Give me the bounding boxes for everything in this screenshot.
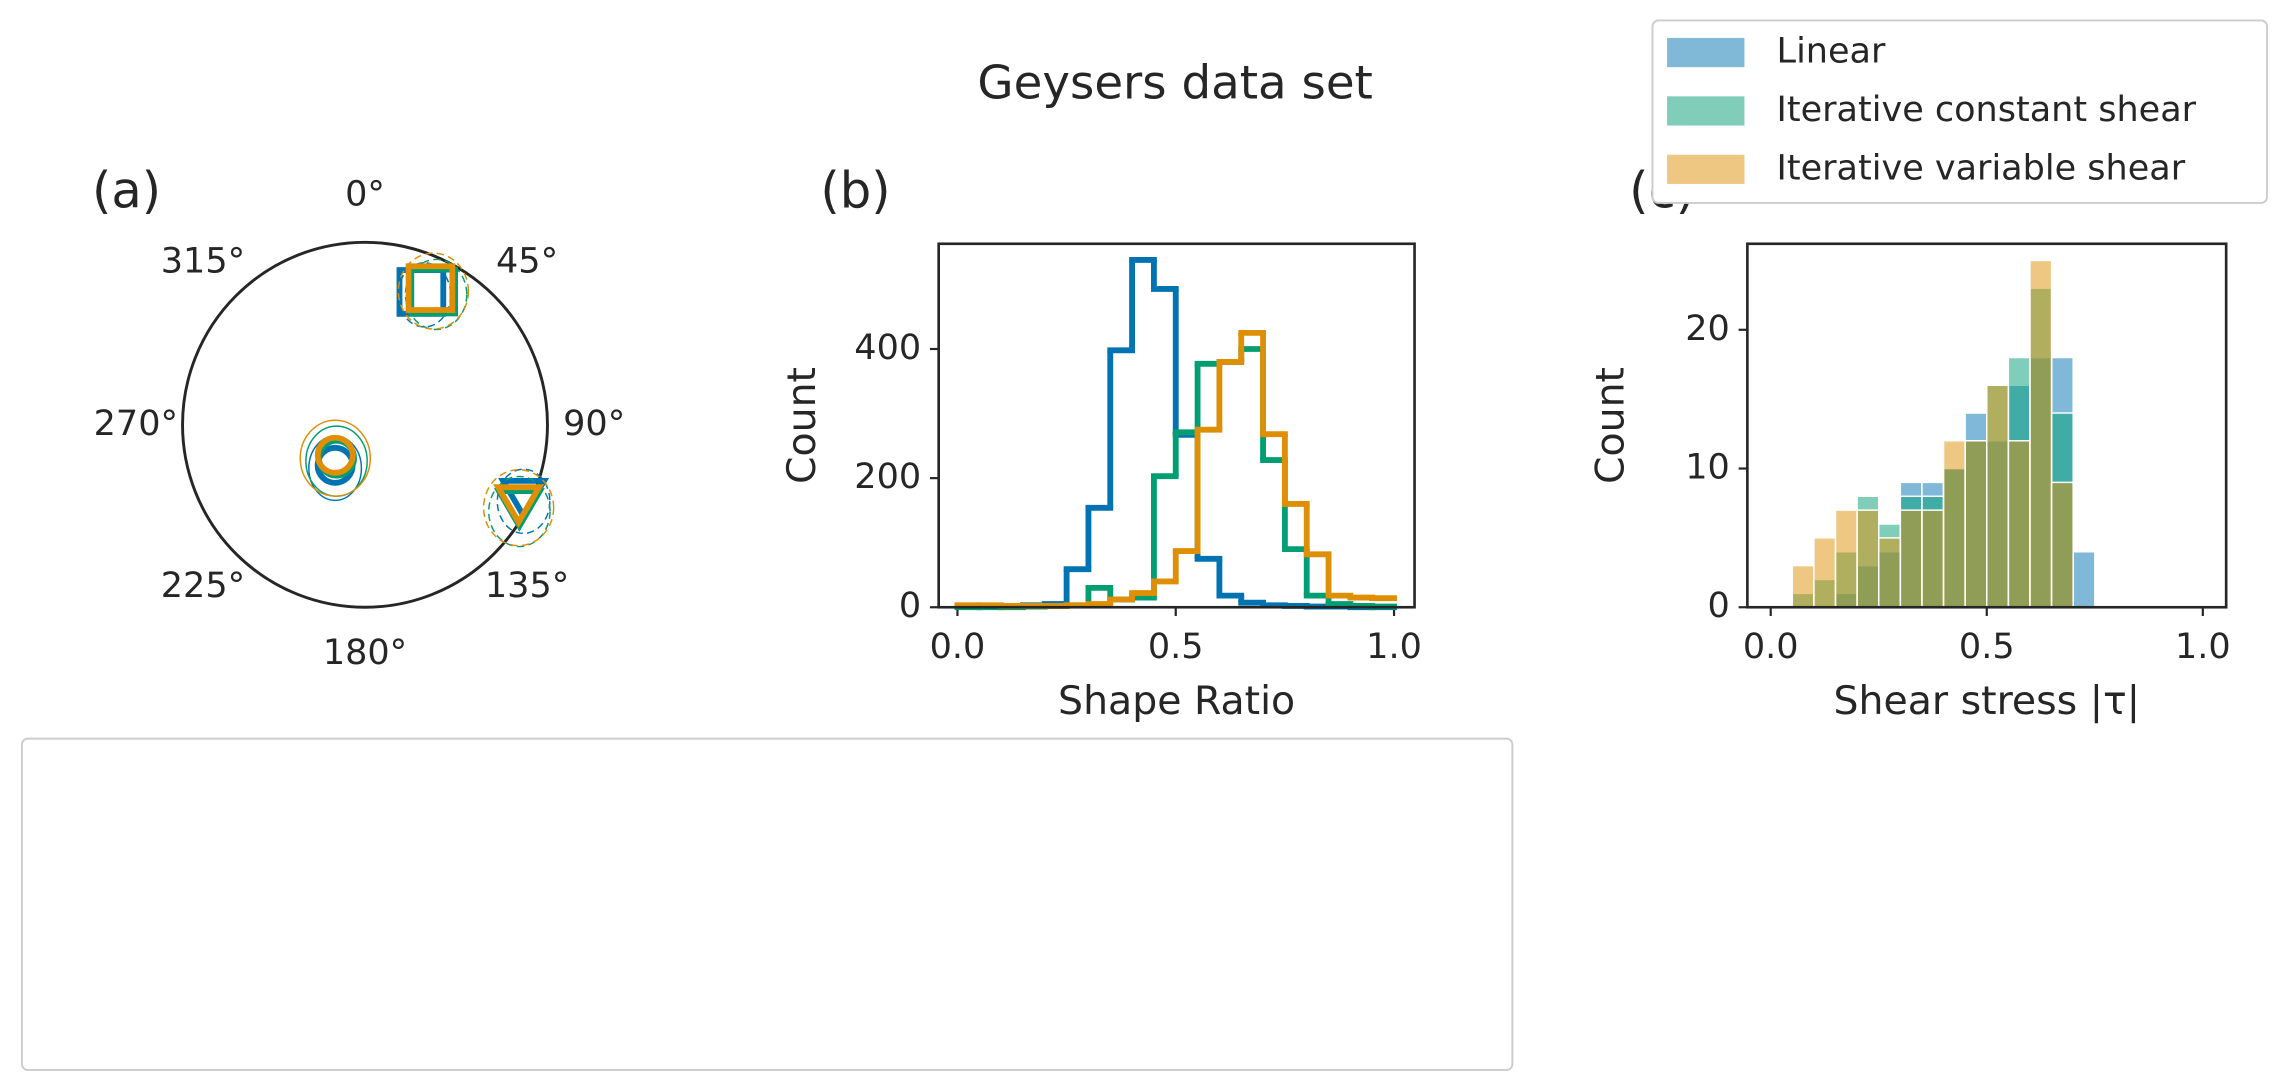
histogram-bar	[1878, 537, 1902, 608]
histogram-bar	[2072, 551, 2096, 608]
direction-label: 315°	[161, 241, 245, 282]
histogram-bar	[1964, 440, 1988, 608]
legend-label: Linear	[1777, 31, 1886, 72]
histogram-bar	[1813, 537, 1837, 608]
confidence-contour	[404, 258, 468, 331]
direction-label: 45°	[496, 241, 558, 282]
histogram-bar	[1986, 384, 2010, 608]
x-tick-label: 0.5	[1148, 626, 1204, 667]
legend-swatch	[1667, 37, 1745, 68]
y-axis-label: Count	[779, 367, 825, 484]
x-axis-label: Shape Ratio	[1058, 678, 1295, 724]
histogram-bar	[2029, 259, 2053, 608]
confidence-contour	[299, 419, 372, 497]
histogram-bar	[1834, 509, 1858, 608]
histogram-bar	[1856, 509, 1880, 608]
y-tick-label: 400	[854, 327, 921, 368]
direction-label: 180°	[323, 632, 407, 673]
direction-label: 0°	[345, 174, 385, 215]
sigma2-marker	[405, 263, 456, 313]
histogram-bar	[1899, 509, 1923, 608]
legend-box	[1651, 19, 2268, 204]
histogram-bar	[1791, 564, 1815, 608]
confidence-contour	[487, 475, 551, 548]
histogram-bar	[1921, 509, 1945, 608]
x-tick-label: 0.0	[1743, 626, 1799, 667]
x-tick-label: 0.0	[930, 626, 986, 667]
y-tick-label: 200	[854, 456, 921, 497]
panel-label: (a)	[92, 162, 161, 220]
x-axis-label: Shear stress |τ|	[1833, 678, 2140, 724]
direction-label: 135°	[485, 565, 569, 606]
confidence-contour	[482, 468, 555, 547]
y-tick-label: 0	[899, 585, 921, 626]
y-tick-label: 0	[1708, 585, 1730, 626]
x-tick-label: 0.5	[1959, 626, 2015, 667]
direction-label: 225°	[161, 565, 245, 606]
legend-label: Iterative constant shear	[1777, 89, 2197, 130]
y-tick-label: 20	[1685, 308, 1730, 349]
direction-label: 90°	[563, 403, 625, 444]
sigma1-marker	[314, 434, 356, 476]
confidence-contour	[397, 252, 470, 330]
figure-title: Geysers data set	[977, 57, 1372, 111]
y-tick-label: 10	[1685, 447, 1730, 488]
y-axis-label: Count	[1588, 367, 1634, 484]
panel-label: (b)	[820, 162, 890, 220]
confidence-contour	[496, 468, 551, 535]
legend-swatch	[1667, 96, 1745, 126]
legend-label: Iterative variable shear	[1777, 147, 2186, 188]
axes-frame	[937, 242, 1416, 609]
x-tick-label: 1.0	[2175, 626, 2231, 667]
legend-box	[21, 737, 1514, 1071]
sigma3-marker	[493, 484, 545, 529]
histogram-bar	[1942, 440, 1966, 608]
x-tick-label: 1.0	[1366, 626, 1422, 667]
legend-swatch	[1667, 154, 1745, 184]
stereonet-outline	[181, 240, 549, 609]
direction-label: 270°	[94, 403, 178, 444]
histogram-bar	[2007, 440, 2031, 608]
axes-frame	[1746, 242, 2228, 609]
histogram-bar	[2050, 481, 2074, 608]
